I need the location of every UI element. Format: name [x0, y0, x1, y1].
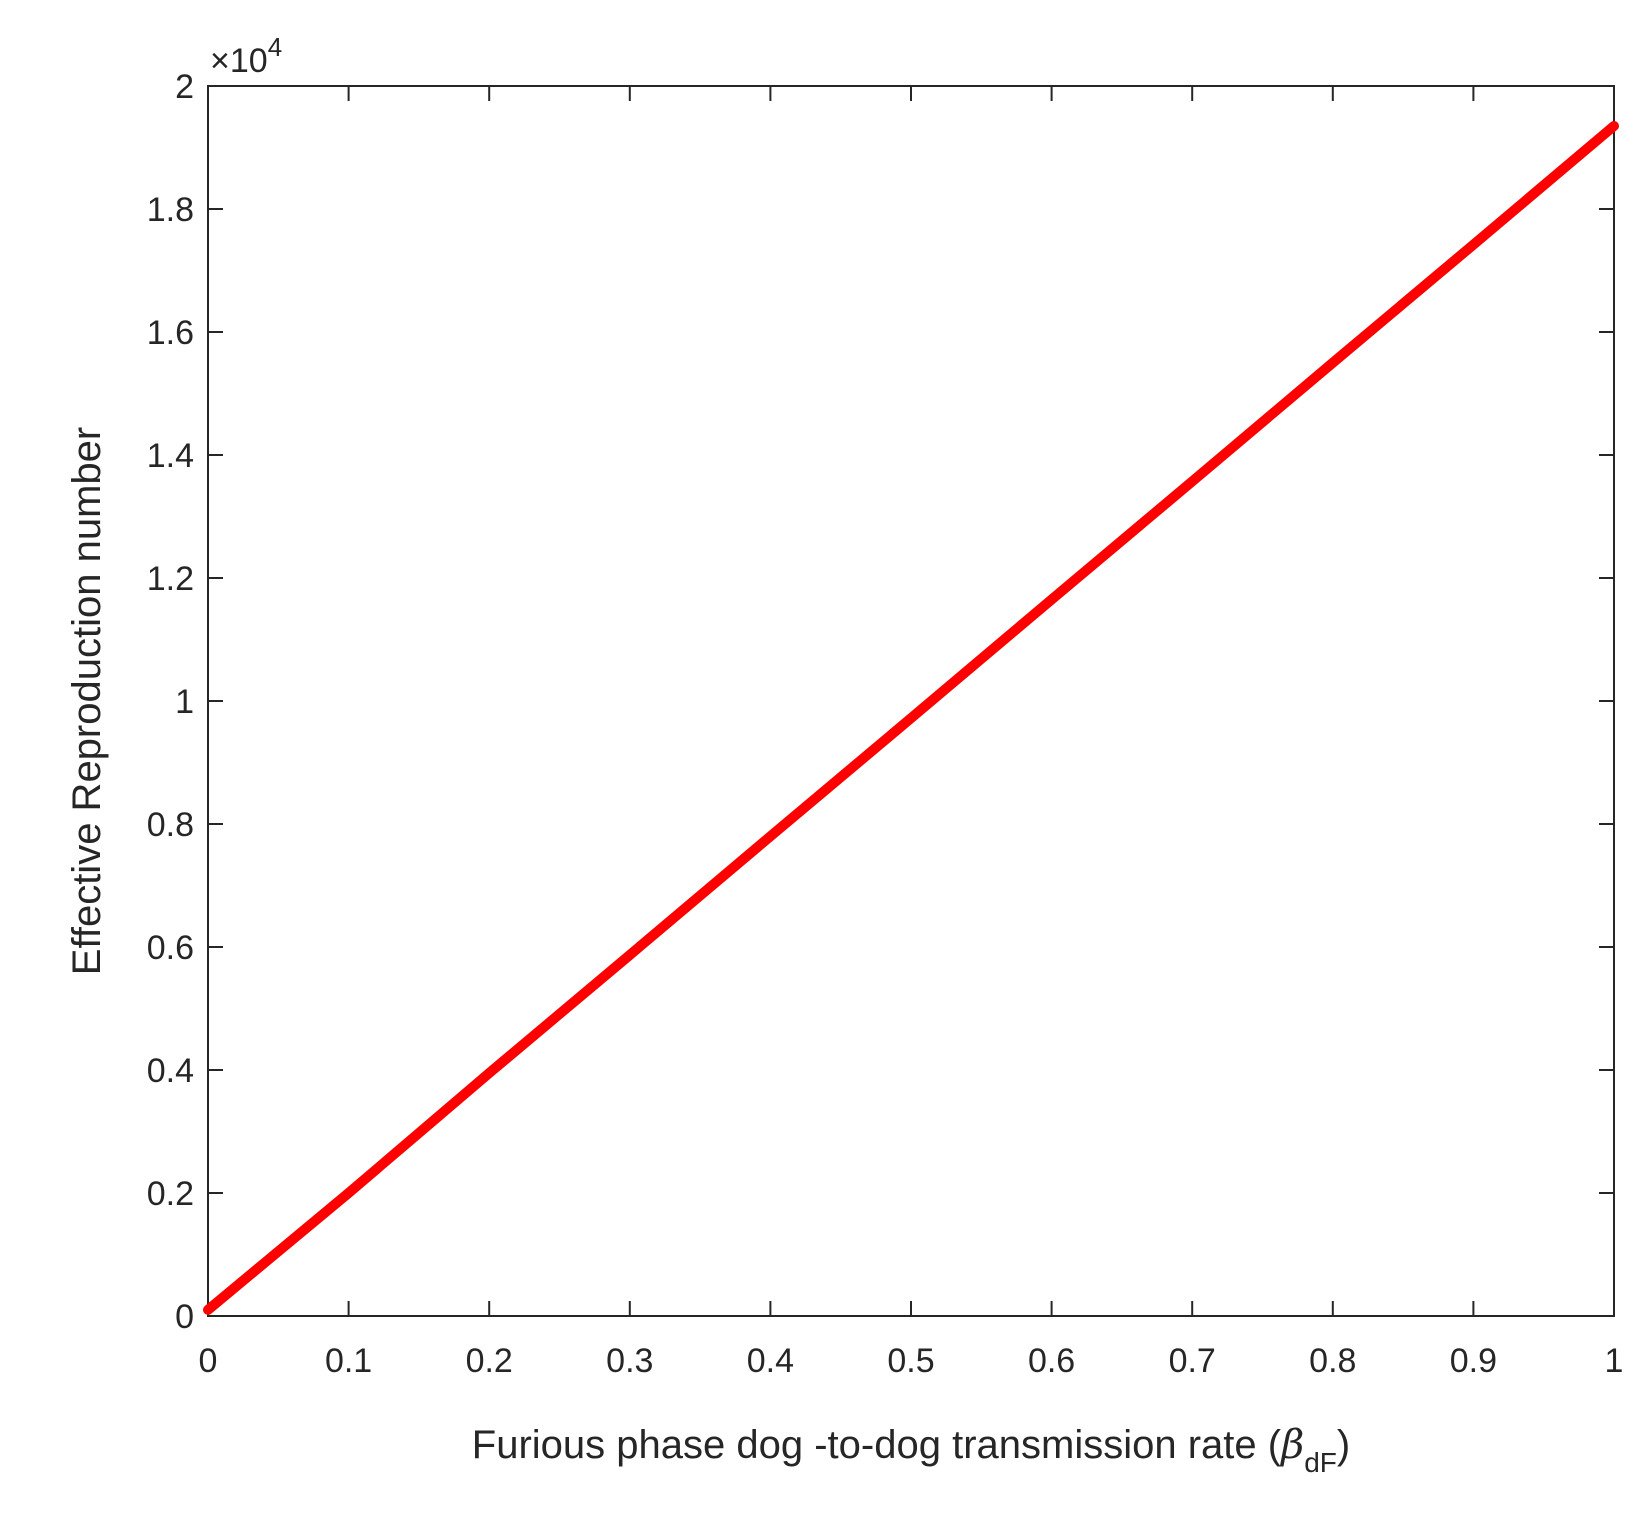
y-tick-label: 2	[175, 68, 194, 106]
x-label-text: Furious phase dog -to-dog transmission r…	[472, 1423, 1282, 1467]
y-tick-label: 0.2	[147, 1175, 194, 1213]
x-tick-label: 0.8	[1309, 1342, 1356, 1380]
y-axis-label: Effective Reproduction number	[65, 427, 109, 975]
plot-frame	[207, 85, 1615, 1317]
x-tick-label: 0.7	[1169, 1342, 1216, 1380]
multiplier-exponent: 4	[268, 32, 282, 62]
y-multiplier: ×104	[210, 32, 282, 80]
y-tick-label: 0.8	[147, 806, 194, 844]
x-axis-label: Furious phase dog -to-dog transmission r…	[472, 1422, 1350, 1478]
x-tick-label: 0.3	[606, 1342, 653, 1380]
x-tick-label: 0.1	[325, 1342, 372, 1380]
y-tick-label: 1.4	[147, 437, 194, 475]
y-tick-label: 1.6	[147, 314, 194, 352]
x-label-subscript: dF	[1304, 1447, 1337, 1478]
x-tick-label: 1	[1605, 1342, 1624, 1380]
y-tick-label: 0.6	[147, 929, 194, 967]
x-tick-label: 0.2	[466, 1342, 513, 1380]
y-tick-label: 0	[175, 1298, 194, 1336]
x-tick-label: 0.6	[1028, 1342, 1075, 1380]
y-tick-label: 0.4	[147, 1052, 194, 1090]
data-line	[203, 120, 1619, 1315]
x-label-close: )	[1337, 1423, 1350, 1467]
x-tick-label: 0.4	[747, 1342, 794, 1380]
x-label-symbol: β	[1279, 1422, 1304, 1468]
y-tick-label: 1.8	[147, 191, 194, 229]
multiplier-base: ×10	[210, 42, 268, 80]
x-tick-label: 0.5	[887, 1342, 934, 1380]
x-tick-label: 0	[199, 1342, 218, 1380]
y-tick-label: 1.2	[147, 560, 194, 598]
x-tick-label: 0.9	[1450, 1342, 1497, 1380]
y-tick-label: 1	[175, 683, 194, 721]
